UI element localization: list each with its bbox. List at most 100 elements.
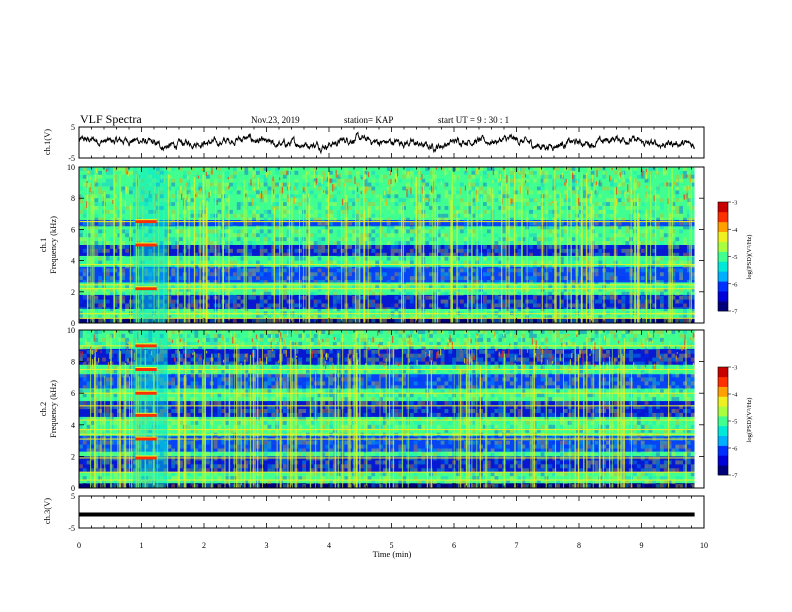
ch2-burst-line <box>135 391 157 395</box>
ch1-colorbar-label: log(PSD)(V²/Hz) <box>746 235 753 280</box>
ch1-spec-ytick-label: 6 <box>71 225 75 234</box>
ch1-wave-ytick-label: 5 <box>71 123 75 132</box>
start-ut-label: start UT = 9 : 30 : 1 <box>438 115 509 125</box>
colorbar-swatch <box>718 396 728 407</box>
colorbar-swatch <box>718 251 728 262</box>
x-tick-label: 3 <box>265 541 269 550</box>
ch1-spec-floor <box>79 318 695 323</box>
ch1-spec-band <box>79 220 695 227</box>
ch1-spec-ytick-label: 4 <box>71 257 75 266</box>
colorbar-swatch <box>718 221 728 233</box>
ch2-spec-band <box>79 374 695 389</box>
colorbar-swatch <box>718 367 728 378</box>
colorbar-swatch <box>718 202 728 213</box>
ch2-spec-ytick-label: 0 <box>71 484 75 493</box>
ch3-wave-ytick-label: -5 <box>68 524 75 533</box>
colorbar-tick-label: -6 <box>732 281 738 288</box>
ch2-spec-band <box>79 456 695 473</box>
colorbar-swatch <box>718 271 728 282</box>
ch2-spec-ylabel-freq: Frequency (kHz) <box>48 380 58 438</box>
colorbar-tick-label: -6 <box>732 446 738 453</box>
colorbar-tick-label: -3 <box>732 200 737 207</box>
ch2-spec-band <box>79 348 695 365</box>
chart-title: VLF Spectra <box>80 112 142 126</box>
colorbar-tick-label: -5 <box>732 254 737 261</box>
x-tick-label: 7 <box>515 541 519 550</box>
colorbar-swatch <box>718 455 728 466</box>
ch1-spec-band <box>79 245 695 256</box>
colorbar-swatch <box>718 376 728 387</box>
x-tick-label: 1 <box>140 541 144 550</box>
colorbar-swatch <box>718 211 728 223</box>
ch2-spec-ytick-label: 10 <box>67 326 75 335</box>
x-tick-label: 9 <box>640 541 644 550</box>
ch2-spec-ytick-label: 8 <box>71 358 75 367</box>
ch2-spec-band <box>79 401 695 417</box>
colorbar-swatch <box>718 301 728 312</box>
ch1-wave-ytick-label: -5 <box>68 154 75 163</box>
colorbar-swatch <box>718 435 728 446</box>
ch1-spec-ytick-label: 2 <box>71 288 75 297</box>
date-label: Nov.23, 2019 <box>251 115 300 125</box>
ch2-colorbar-label: log(PSD)(V²/Hz) <box>746 398 753 443</box>
ch3-wave-ylabel: ch.3(V) <box>42 498 52 524</box>
ch2-spec-ytick-label: 2 <box>71 452 75 461</box>
colorbar-swatch <box>718 261 728 272</box>
ch1-burst-line <box>135 220 157 224</box>
colorbar-swatch <box>718 465 728 476</box>
ch2-spec-ylabel-ch: ch.2 <box>38 402 48 416</box>
ch1-burst-line <box>135 243 157 247</box>
colorbar-tick-label: -5 <box>732 419 737 426</box>
x-tick-label: 5 <box>390 541 394 550</box>
x-axis-label: Time (min) <box>373 549 412 559</box>
x-tick-label: 8 <box>577 541 581 550</box>
ch2-spectrogram-panel: 0 2 4 6 8 10 <box>67 326 705 493</box>
colorbar-swatch <box>718 445 728 456</box>
colorbar-tick-label: -4 <box>732 392 738 399</box>
colorbar-swatch <box>718 416 728 427</box>
ch1-waveform-panel: 5 -5 <box>68 123 705 163</box>
ch2-colorbar: -3 -4 -5 -6 -7 <box>717 365 738 480</box>
station-label: station= KAP <box>344 115 393 125</box>
colorbar-swatch <box>718 281 728 292</box>
ch1-waveform-line <box>78 131 695 155</box>
ch1-burst-line <box>135 287 157 291</box>
x-tick-label: 0 <box>77 541 81 550</box>
x-tick-label: 6 <box>452 541 456 550</box>
ch3-waveform-panel: 5 -50 1 2 3 4 5 6 7 8 9 10 <box>68 492 708 550</box>
x-tick-label: 2 <box>202 541 206 550</box>
colorbar-swatch <box>718 241 728 252</box>
ch1-spec-ytick-label: 0 <box>71 319 75 328</box>
colorbar-swatch <box>718 231 728 242</box>
ch2-burst-line <box>135 368 157 371</box>
ch1-spectrogram-panel: 0 2 4 6 8 10 <box>67 163 705 328</box>
ch1-colorbar: -3 -4 -5 -6 -7 <box>717 200 738 316</box>
ch1-spec-ytick-label: 10 <box>67 163 75 172</box>
ch2-spec-band <box>79 435 695 452</box>
ch2-burst-region <box>133 330 168 488</box>
ch2-burst-line <box>135 437 157 441</box>
colorbar-swatch <box>718 425 728 437</box>
colorbar-swatch <box>718 386 728 397</box>
colorbar-tick-label: -7 <box>732 309 738 316</box>
ch2-spec-ytick-label: 6 <box>71 389 75 398</box>
x-tick-label: 4 <box>327 541 331 550</box>
ch2-spec-ytick-label: 4 <box>71 421 75 430</box>
colorbar-tick-label: -4 <box>732 227 738 234</box>
ch2-spec-floor <box>79 483 695 488</box>
ch1-spec-band <box>79 294 695 309</box>
ch1-wave-ylabel: ch.1(V) <box>42 129 52 155</box>
colorbar-tick-label: -3 <box>732 365 737 372</box>
ch1-spec-ylabel-freq: Frequency (kHz) <box>48 216 58 274</box>
ch3-wave-ytick-label: 5 <box>71 492 75 501</box>
ch2-burst-line <box>135 344 157 348</box>
colorbar-swatch <box>718 406 728 417</box>
x-tick-label: 10 <box>700 541 708 550</box>
colorbar-tick-label: -7 <box>732 473 738 480</box>
ch1-spec-ylabel-ch: ch.1 <box>38 238 48 252</box>
ch2-burst-line <box>135 413 157 417</box>
ch2-burst-line <box>135 456 157 460</box>
ch1-spec-band <box>79 266 695 283</box>
colorbar-swatch <box>718 291 728 302</box>
